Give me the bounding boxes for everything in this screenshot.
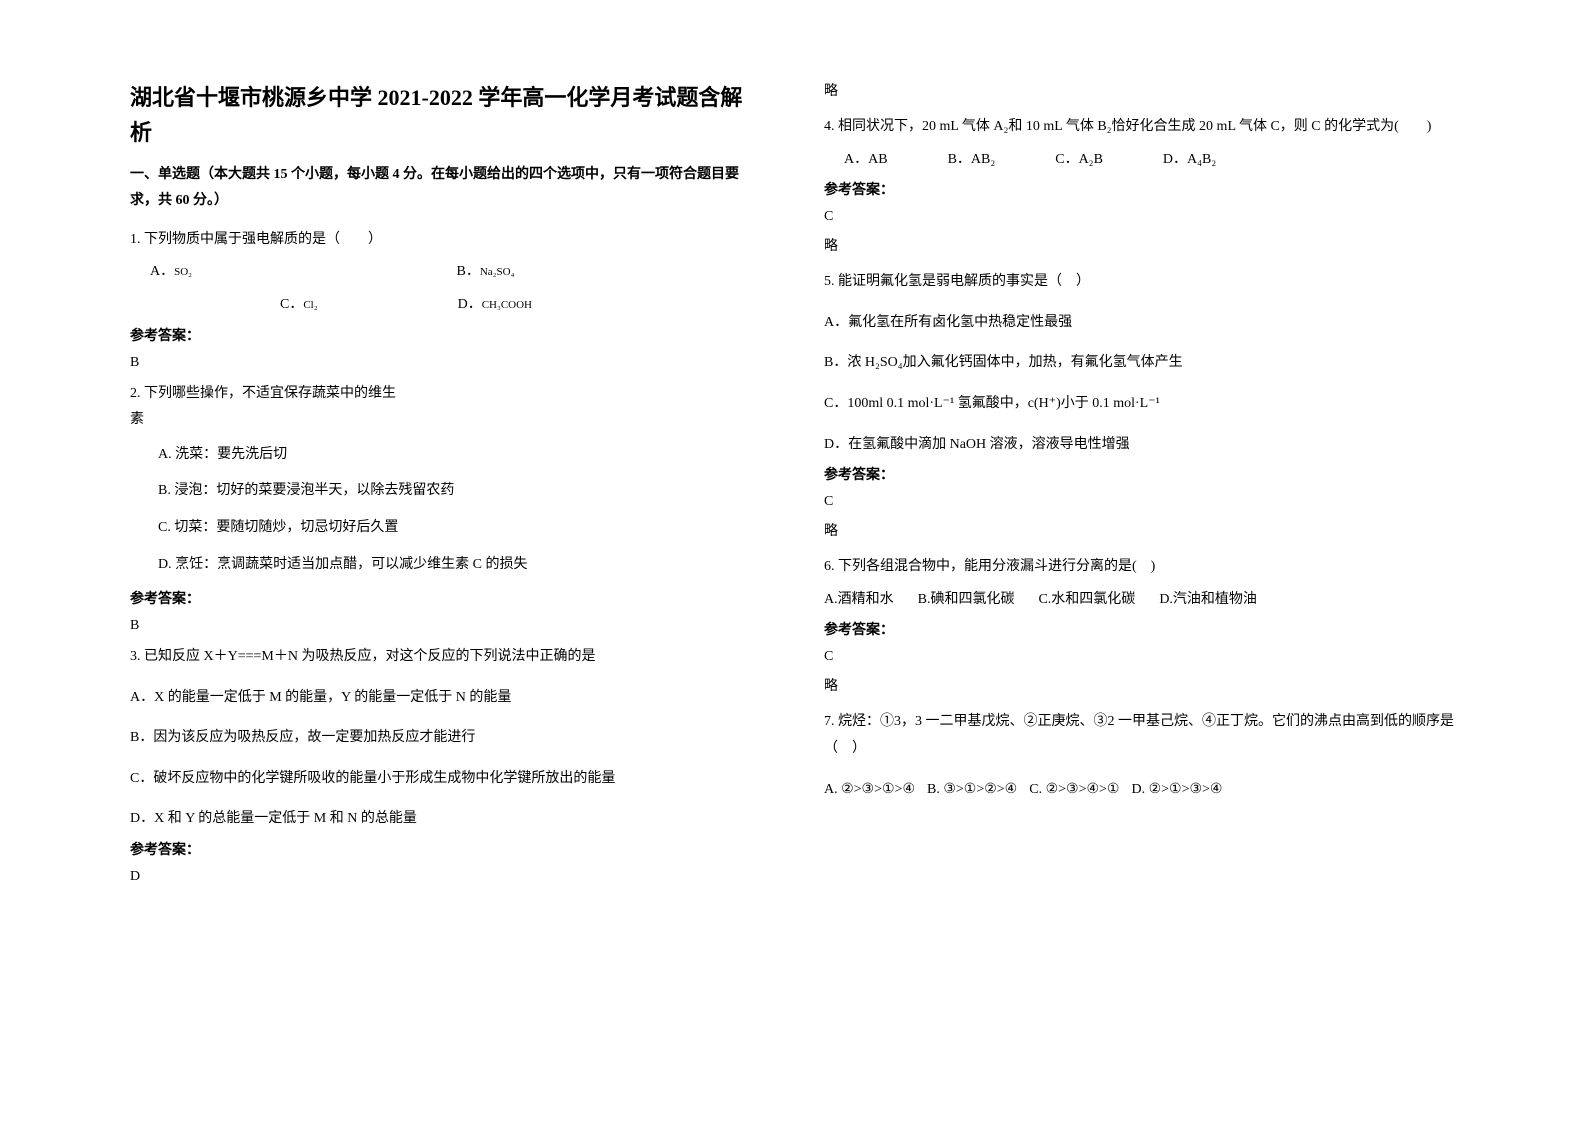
q1-answer-label: 参考答案： <box>130 325 763 345</box>
question-6: 6. 下列各组混合物中，能用分液漏斗进行分离的是( ) A.酒精和水 B.碘和四… <box>824 554 1457 613</box>
document-title: 湖北省十堰市桃源乡中学 2021-2022 学年高一化学月考试题含解析 <box>130 80 763 150</box>
right-column: 略 4. 相同状况下，20 mL 气体 A₂和 10 mL 气体 B₂恰好化合生… <box>794 80 1487 1082</box>
q5-option-d: D．在氢氟酸中滴加 NaOH 溶液，溶液导电性增强 <box>824 432 1457 459</box>
q7-option-c: C. ②>③>④>① <box>1029 777 1119 804</box>
q4-note: 略 <box>824 235 1457 255</box>
q3-option-c: C．破坏反应物中的化学键所吸收的能量小于形成生成物中化学键所放出的能量 <box>130 766 763 793</box>
question-5: 5. 能证明氟化氢是弱电解质的事实是（ ） A．氟化氢在所有卤化氢中热稳定性最强… <box>824 269 1457 458</box>
section-header: 一、单选题（本大题共 15 个小题，每小题 4 分。在每小题给出的四个选项中，只… <box>130 162 763 212</box>
q1-option-b: B．Na₂SO₄ <box>457 259 764 286</box>
q2-option-a: A. 洗菜：要先洗后切 <box>130 442 763 469</box>
q1-text: 1. 下列物质中属于强电解质的是（ ） <box>130 227 763 254</box>
q4-option-c: C．A₂B <box>1055 147 1103 174</box>
q6-options: A.酒精和水 B.碘和四氯化碳 C.水和四氯化碳 D.汽油和植物油 <box>824 587 1457 614</box>
q1-options-row-1: A．SO₂ B．Na₂SO₄ <box>130 259 763 286</box>
q2-answer: B <box>130 618 763 634</box>
q7-option-d: D. ②>①>③>④ <box>1131 777 1222 804</box>
left-column: 湖北省十堰市桃源乡中学 2021-2022 学年高一化学月考试题含解析 一、单选… <box>100 80 794 1082</box>
q2-option-c: C. 切菜：要随切随炒，切忌切好后久置 <box>130 515 763 542</box>
q7-option-b: B. ③>①>②>④ <box>927 777 1017 804</box>
q6-note: 略 <box>824 675 1457 695</box>
q4-options: A．AB B．AB₂ C．A₂B D．A₄B₂ <box>824 147 1457 174</box>
q1-option-c: C．Cl₂ <box>280 292 318 319</box>
q6-option-d: D.汽油和植物油 <box>1159 587 1257 614</box>
q5-text: 5. 能证明氟化氢是弱电解质的事实是（ ） <box>824 269 1457 296</box>
q1-option-a: A．SO₂ <box>150 259 457 286</box>
q6-option-a: A.酒精和水 <box>824 587 894 614</box>
q5-answer: C <box>824 494 1457 510</box>
q5-answer-label: 参考答案： <box>824 464 1457 484</box>
q3-answer: D <box>130 869 763 885</box>
q3-option-d: D．X 和 Y 的总能量一定低于 M 和 N 的总能量 <box>130 806 763 833</box>
q7-text: 7. 烷烃：①3，3 一二甲基戊烷、②正庚烷、③2 一甲基己烷、④正丁烷。它们的… <box>824 709 1457 762</box>
q4-option-d: D．A₄B₂ <box>1163 147 1216 174</box>
q5-option-a: A．氟化氢在所有卤化氢中热稳定性最强 <box>824 310 1457 337</box>
q2-option-d: D. 烹饪：烹调蔬菜时适当加点醋，可以减少维生素 C 的损失 <box>130 552 763 579</box>
q6-answer-label: 参考答案： <box>824 619 1457 639</box>
q4-answer-label: 参考答案： <box>824 179 1457 199</box>
question-1: 1. 下列物质中属于强电解质的是（ ） A．SO₂ B．Na₂SO₄ C．Cl₂… <box>130 227 763 319</box>
q5-option-c: C．100ml 0.1 mol·L⁻¹ 氢氟酸中，c(H⁺)小于 0.1 mol… <box>824 391 1457 418</box>
q3-option-a: A．X 的能量一定低于 M 的能量，Y 的能量一定低于 N 的能量 <box>130 685 763 712</box>
question-7: 7. 烷烃：①3，3 一二甲基戊烷、②正庚烷、③2 一甲基己烷、④正丁烷。它们的… <box>824 709 1457 803</box>
q3-note: 略 <box>824 80 1457 100</box>
q6-answer: C <box>824 649 1457 665</box>
q1-answer: B <box>130 355 763 371</box>
q4-text: 4. 相同状况下，20 mL 气体 A₂和 10 mL 气体 B₂恰好化合生成 … <box>824 114 1457 141</box>
q2-option-b: B. 浸泡：切好的菜要浸泡半天，以除去残留农药 <box>130 478 763 505</box>
q4-option-b: B．AB₂ <box>948 147 996 174</box>
q2-answer-label: 参考答案： <box>130 588 763 608</box>
q5-note: 略 <box>824 520 1457 540</box>
q3-answer-label: 参考答案： <box>130 839 763 859</box>
q6-option-b: B.碘和四氯化碳 <box>918 587 1015 614</box>
q7-option-a: A. ②>③>①>④ <box>824 777 915 804</box>
question-2: 2. 下列哪些操作，不适宜保存蔬菜中的维生 素 A. 洗菜：要先洗后切 B. 浸… <box>130 381 763 579</box>
q5-option-b: B．浓 H₂SO₄加入氟化钙固体中，加热，有氟化氢气体产生 <box>824 350 1457 377</box>
q4-answer: C <box>824 209 1457 225</box>
q3-text: 3. 已知反应 X＋Y===M＋N 为吸热反应，对这个反应的下列说法中正确的是 <box>130 644 763 671</box>
q2-text-line2: 素 <box>130 407 763 434</box>
q1-options-row-2: C．Cl₂ D．CH₃COOH <box>130 292 763 319</box>
q6-text: 6. 下列各组混合物中，能用分液漏斗进行分离的是( ) <box>824 554 1457 581</box>
question-3: 3. 已知反应 X＋Y===M＋N 为吸热反应，对这个反应的下列说法中正确的是 … <box>130 644 763 833</box>
q7-options: A. ②>③>①>④ B. ③>①>②>④ C. ②>③>④>① D. ②>①>… <box>824 777 1457 804</box>
q3-option-b: B．因为该反应为吸热反应，故一定要加热反应才能进行 <box>130 725 763 752</box>
q1-option-d: D．CH₃COOH <box>458 292 532 319</box>
question-4: 4. 相同状况下，20 mL 气体 A₂和 10 mL 气体 B₂恰好化合生成 … <box>824 114 1457 173</box>
q2-text-line1: 2. 下列哪些操作，不适宜保存蔬菜中的维生 <box>130 381 763 408</box>
q6-option-c: C.水和四氯化碳 <box>1038 587 1135 614</box>
q4-option-a: A．AB <box>844 147 888 174</box>
